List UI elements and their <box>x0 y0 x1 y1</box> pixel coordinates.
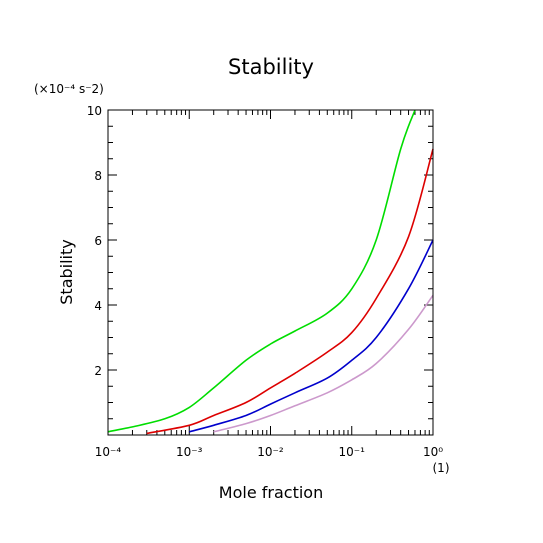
y-axis-label: Stability <box>57 239 76 304</box>
y-tick-label: 6 <box>94 234 102 248</box>
y-tick-label: 4 <box>94 299 102 313</box>
x-axis-unit: (1) <box>433 461 450 475</box>
x-axis-label: Mole fraction <box>219 483 323 502</box>
x-tick-label: 10⁻³ <box>176 445 203 459</box>
y-tick-label: 8 <box>94 169 102 183</box>
series-line-4 <box>213 294 434 433</box>
y-tick-label: 2 <box>94 364 102 378</box>
chart-title: Stability <box>228 55 314 79</box>
x-tick-label: 10⁻¹ <box>339 445 366 459</box>
series-line-3 <box>189 239 434 433</box>
y-axis-unit: (×10⁻⁴ s⁻2) <box>34 82 104 96</box>
x-tick-label: 10⁻² <box>257 445 284 459</box>
y-tick-label: 10 <box>87 104 102 118</box>
x-tick-label: 10⁰ <box>423 445 443 459</box>
x-tick-label: 10⁻⁴ <box>95 445 122 459</box>
series-line-1 <box>107 109 416 433</box>
plot-frame <box>107 109 434 436</box>
series-line-2 <box>146 148 434 435</box>
